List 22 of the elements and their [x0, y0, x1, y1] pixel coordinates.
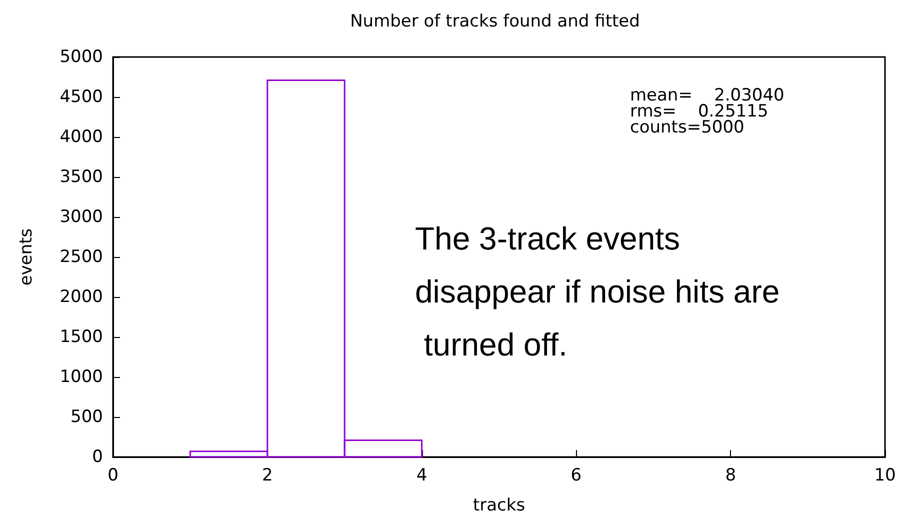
y-tick-label: 3000: [60, 207, 103, 227]
y-tick-label: 2500: [60, 247, 103, 267]
y-tick-label: 4000: [60, 127, 103, 147]
x-axis-title: tracks: [472, 496, 526, 516]
y-tick-label: 1500: [60, 327, 103, 347]
annotation: counts=5000: [630, 118, 744, 138]
y-tick-label: 4500: [60, 87, 103, 107]
x-tick-label: 8: [725, 466, 736, 486]
y-axis-title: events: [16, 228, 36, 286]
y-tick-label: 3500: [60, 167, 103, 187]
x-tick-label: 0: [108, 466, 118, 486]
y-tick-label: 500: [70, 407, 103, 427]
chart-title: Number of tracks found and fitted: [350, 12, 640, 32]
x-tick-label: 2: [262, 466, 273, 486]
x-tick-label: 4: [416, 466, 428, 486]
y-tick-label: 1000: [60, 367, 103, 387]
x-tick-label: 10: [874, 466, 896, 486]
y-tick-label: 2000: [60, 287, 103, 307]
y-tick-label: 0: [92, 447, 103, 467]
annotation: The 3-track events disappear if noise hits are turned off.: [415, 220, 780, 362]
x-tick-label: 6: [570, 466, 582, 486]
y-tick-label: 5000: [60, 47, 103, 67]
